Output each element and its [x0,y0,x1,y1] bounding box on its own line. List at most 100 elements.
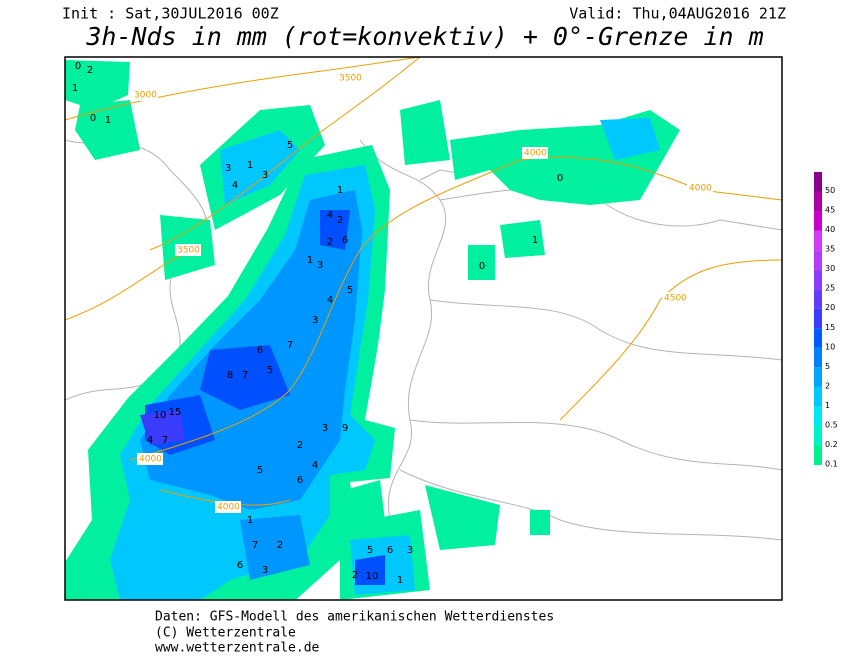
precip-value: 0 [479,261,485,272]
legend-swatch [814,230,822,251]
legend-swatch [814,289,822,309]
precip-value: 1 [397,575,403,586]
legend-label: 40 [825,225,835,234]
isoline-label-bg [215,501,241,513]
precip-value: 4 [327,210,333,221]
legend-swatch [814,328,822,348]
legend-label: 35 [825,245,835,254]
isoline-label: 4000 [139,455,162,465]
precip-value: 4 [312,460,318,471]
precip-value: 2 [87,65,93,76]
precip-value: 10 [154,410,167,421]
precip-value: 1 [337,185,343,196]
precip-value: 3 [407,545,413,556]
precip-value: 3 [262,565,268,576]
precip-value: 2 [327,237,333,248]
legend-label: 45 [825,206,835,215]
isoline-label: 4000 [689,184,712,194]
legend-label: 50 [825,186,835,195]
init-time: Init : Sat,30JUL2016 00Z [62,5,279,23]
legend-label: 1 [825,401,830,410]
precip-value: 6 [237,560,243,571]
precip-value: 10 [366,571,379,582]
legend-swatch [814,308,822,329]
isoline-label: 4500 [664,294,687,304]
precip-value: 2 [277,540,283,551]
isoline-label-bg [522,147,548,159]
precip-value: 3 [322,423,328,434]
footer-line: www.wetterzentrale.de [155,641,320,656]
precip-value: 5 [287,140,293,151]
legend-label: 0.2 [825,440,838,449]
legend-swatch [814,269,822,290]
precip-value: 6 [297,475,303,486]
isoline-label-bg [687,182,713,194]
precip-value: 1 [247,160,253,171]
legend-label: 20 [825,303,835,312]
isoline-label-bg [132,89,158,101]
precip-value: 3 [225,163,231,174]
legend-label: 2 [825,381,830,390]
precip-value: 0 [557,173,563,184]
precip-value: 2 [337,215,343,226]
precip-value: 7 [242,370,248,381]
precip-value: 7 [252,540,258,551]
legend-label: 15 [825,323,835,332]
isoline-label-bg [662,292,688,304]
precip-value: 6 [387,545,393,556]
legend-swatch [814,172,822,192]
footer-line: Daten: GFS-Modell des amerikanischen Wet… [155,610,554,625]
legend-label: 30 [825,264,835,273]
precip-value: 8 [227,370,233,381]
legend-swatch [814,386,822,407]
precip-value: 7 [162,435,168,446]
isoline-label-bg [137,453,163,465]
precip-value: 15 [169,407,182,418]
legend-label: 0.1 [825,460,838,469]
legend-swatch [814,406,822,426]
precip-value: 1 [72,83,78,94]
precip-value: 9 [342,423,348,434]
freezing-level-isolines [65,57,782,506]
title: 3h-Nds in mm (rot=konvektiv) + 0°-Grenze… [85,22,763,51]
precip-value: 1 [307,255,313,266]
isoline-label: 3500 [177,246,200,256]
valid-time: Valid: Thu,04AUG2016 21Z [569,5,786,23]
precip-value: 4 [147,435,153,446]
legend-swatch [814,250,822,270]
precip-value: 5 [347,285,353,296]
precip-value: 4 [232,180,238,191]
precip-value: 7 [287,340,293,351]
precip-value: 2 [297,440,303,451]
legend-swatch [814,445,822,465]
isoline-label: 3500 [339,74,362,84]
legend-swatch [814,211,822,231]
isoline-label: 4000 [524,149,547,159]
precip-value: 5 [267,365,273,376]
precip-value: 5 [257,465,263,476]
legend-label: 5 [825,362,830,371]
map-frame [64,56,783,601]
legend-label: 25 [825,284,835,293]
legend-swatch [814,191,822,212]
legend-swatch [814,367,822,387]
isoline-label-bg [175,244,201,256]
precip-value: 2 [352,570,358,581]
footer-line: (C) Wetterzentrale [155,626,296,641]
isoline-label-bg [337,72,363,84]
legend-swatch [814,425,822,446]
precip-value: 1 [105,115,111,126]
precip-value: 1 [247,515,253,526]
precip-areas [65,60,680,600]
isoline-label: 3000 [134,91,157,101]
precip-value: 0 [90,113,96,124]
precip-value: 3 [317,260,323,271]
precip-value: 6 [342,235,348,246]
precip-value: 0 [75,61,81,72]
precip-value: 3 [312,315,318,326]
precip-value: 5 [367,545,373,556]
isoline-label: 4000 [217,503,240,513]
legend-label: 0.5 [825,420,838,429]
